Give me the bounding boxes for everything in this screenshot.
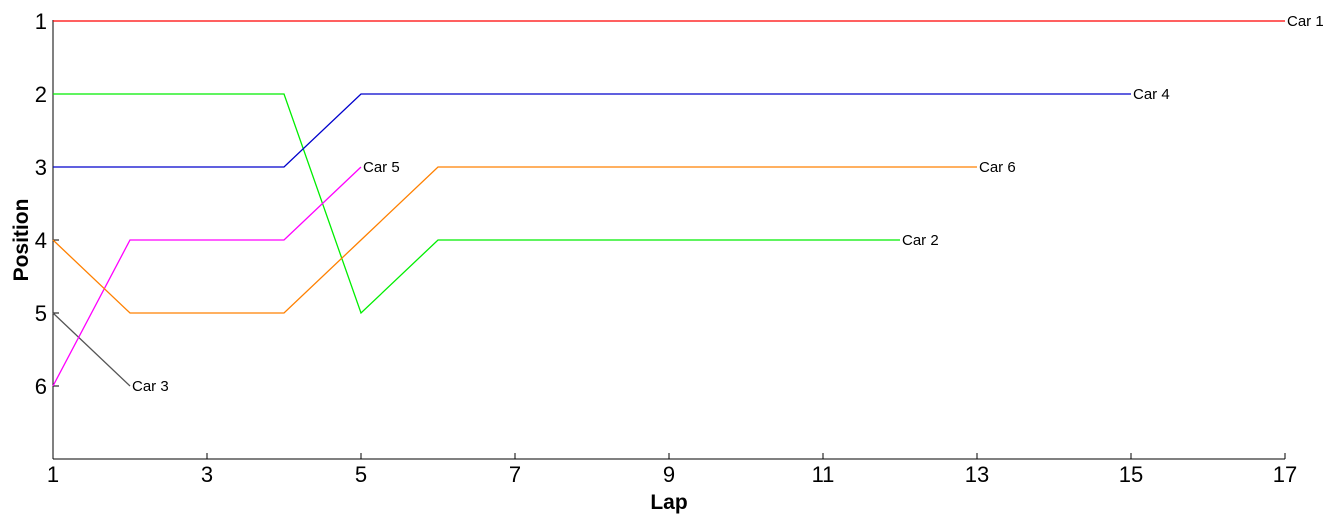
y-tick-label: 2 [35, 82, 47, 107]
series-label-car-5: Car 5 [363, 159, 400, 176]
series-line-car-3 [52, 312, 131, 387]
series-label-car-3: Car 3 [132, 378, 169, 395]
y-tick-label: 3 [35, 155, 47, 180]
series-line-car-6 [52, 166, 977, 314]
y-tick-label: 5 [35, 301, 47, 326]
series-line-car-4 [53, 93, 1131, 168]
series-label-car-1: Car 1 [1287, 13, 1324, 30]
series-label-car-6: Car 6 [979, 159, 1016, 176]
x-tick-label: 13 [965, 462, 989, 487]
series-line-car-2 [53, 93, 900, 315]
series-labels: Car 1 Car 2 Car 3 Car 4 Car 5 Car 6 [132, 13, 1324, 395]
series-label-car-2: Car 2 [902, 232, 939, 249]
series-lines [52, 20, 1285, 387]
y-axis-title: Position [10, 199, 33, 282]
y-tick-label: 6 [35, 374, 47, 399]
x-tick-label: 3 [201, 462, 213, 487]
x-tick-label: 17 [1273, 462, 1297, 487]
x-tick-label: 15 [1119, 462, 1143, 487]
x-tick-label: 1 [47, 462, 59, 487]
x-tick-label: 7 [509, 462, 521, 487]
series-line-car-5 [52, 166, 362, 387]
x-tick-label: 9 [663, 462, 675, 487]
x-tick-label: 5 [355, 462, 367, 487]
y-tick-label: 1 [35, 9, 47, 34]
x-tick-label: 11 [812, 462, 835, 487]
y-tick-label: 4 [35, 228, 47, 253]
x-axis-title: Lap [650, 491, 687, 514]
series-label-car-4: Car 4 [1133, 86, 1170, 103]
